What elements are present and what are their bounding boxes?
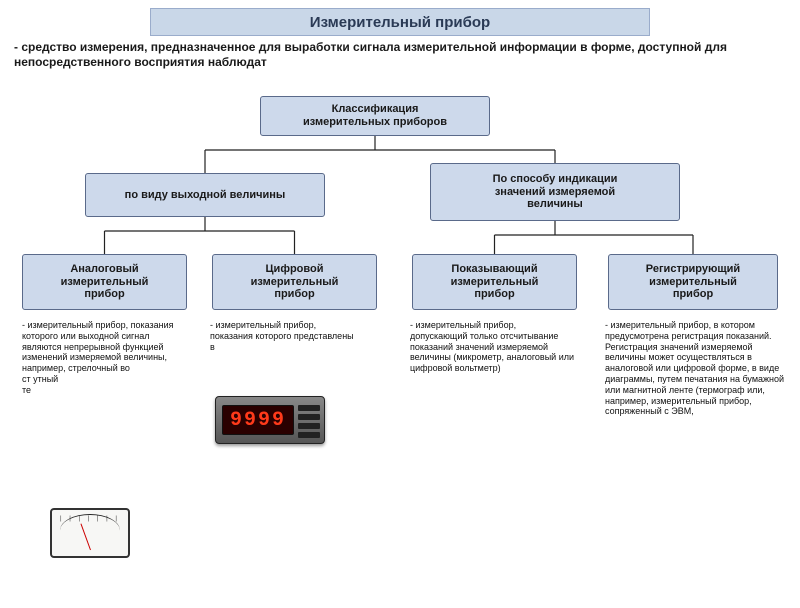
node-branch-output-type: по виду выходной величины bbox=[85, 173, 325, 217]
node-indicating: Показывающий измерительный прибор bbox=[412, 254, 577, 310]
node-digital: Цифровой измерительный прибор bbox=[212, 254, 377, 310]
node-root: Классификация измерительных приборов bbox=[260, 96, 490, 136]
node-branch-indication: По способу индикации значений измеряемой… bbox=[430, 163, 680, 221]
leaf3-label: Показывающий измерительный прибор bbox=[451, 263, 539, 301]
leaf2-label: Цифровой измерительный прибор bbox=[251, 263, 339, 301]
leaf4-label: Регистрирующий измерительный прибор bbox=[646, 263, 740, 301]
page-title: Измерительный прибор bbox=[150, 8, 650, 36]
digital-meter-icon: 9999 bbox=[215, 396, 325, 444]
node-analog: Аналоговый измерительный прибор bbox=[22, 254, 187, 310]
branch-right-label: По способу индикации значений измеряемой… bbox=[493, 173, 618, 211]
node-root-label: Классификация измерительных приборов bbox=[303, 103, 447, 128]
analog-meter-icon: | | | | | | | bbox=[50, 508, 130, 558]
desc-digital: - измерительный прибор, показания которо… bbox=[210, 320, 360, 352]
desc-recording: - измерительный прибор, в котором предус… bbox=[605, 320, 785, 417]
branch-left-label: по виду выходной величины bbox=[125, 189, 286, 202]
desc-analog: - измерительный прибор, показания которо… bbox=[22, 320, 182, 396]
desc-indicating: - измерительный прибор, допускающий толь… bbox=[410, 320, 575, 374]
node-recording: Регистрирующий измерительный прибор bbox=[608, 254, 778, 310]
digital-meter-display: 9999 bbox=[222, 405, 294, 435]
page-subtitle: - средство измерения, предназначенное дл… bbox=[14, 40, 786, 70]
leaf1-label: Аналоговый измерительный прибор bbox=[61, 263, 149, 301]
